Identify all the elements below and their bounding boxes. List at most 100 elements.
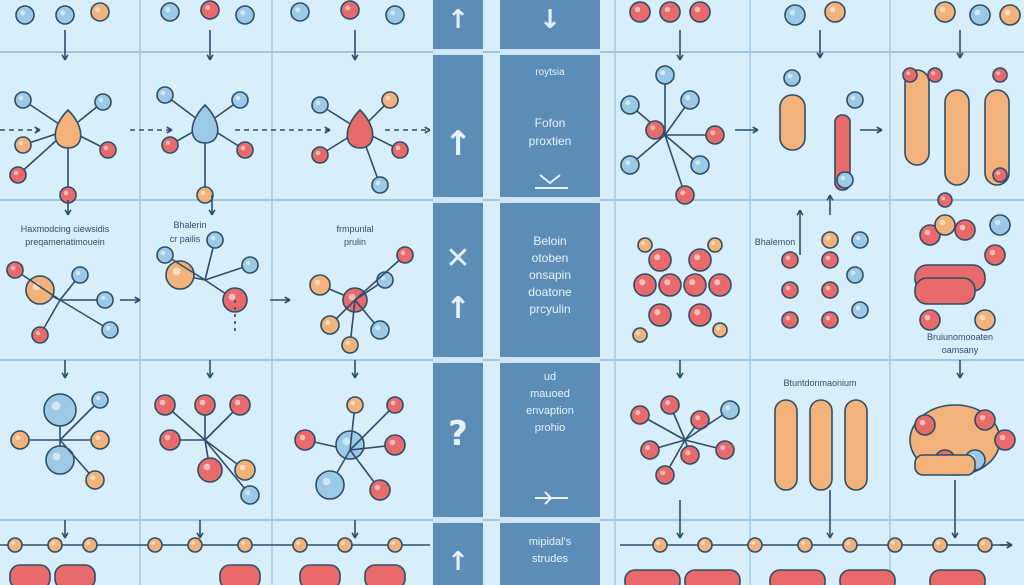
down-arrow-icon: ↓: [539, 5, 561, 35]
arrow-head: [206, 372, 214, 379]
node-highlight: [924, 314, 931, 321]
node-highlight: [685, 450, 691, 456]
node-highlight: [374, 484, 381, 491]
cluster-node: [154, 394, 176, 416]
node-highlight: [375, 325, 381, 331]
node-highlight: [245, 490, 251, 496]
node-highlight: [825, 235, 831, 241]
chain-node: [187, 537, 203, 553]
arrow-head: [424, 126, 431, 134]
up-arrow-icon: ↑: [447, 547, 469, 577]
node-highlight: [656, 541, 661, 546]
arrow-head: [826, 194, 834, 201]
node-highlight: [151, 541, 156, 546]
node-highlight: [105, 325, 111, 331]
node-highlight: [981, 541, 986, 546]
node-highlight: [665, 400, 671, 406]
bar-label-2c: onsapin: [529, 268, 571, 282]
cluster-node: [369, 479, 391, 501]
node-highlight: [979, 414, 986, 421]
cluster-node: [927, 67, 943, 83]
core-droplet: [54, 108, 82, 149]
up-arrow-icon: ↑: [444, 124, 473, 164]
node-highlight: [650, 125, 656, 131]
branch-node: [14, 91, 32, 109]
tall-pill: [774, 399, 798, 491]
arrow-head: [676, 54, 684, 61]
cluster-node: [919, 224, 941, 246]
cluster-node: [783, 69, 801, 87]
arrow-head: [676, 372, 684, 379]
branch-line: [59, 299, 111, 331]
node-highlight: [375, 180, 381, 186]
node-top: [55, 5, 75, 25]
right-row2-label-b: prulin: [344, 237, 366, 247]
arrow-head: [816, 52, 824, 59]
arrow-head: [61, 532, 69, 539]
node-highlight: [240, 10, 246, 16]
cluster-node: [984, 244, 1006, 266]
node-highlight: [787, 73, 793, 79]
node-highlight: [840, 175, 846, 181]
node-highlight: [32, 282, 41, 291]
strand-node: [821, 231, 839, 249]
grid-node: [658, 273, 682, 297]
node-highlight: [296, 541, 301, 546]
node-top: [999, 4, 1021, 26]
branch-node: [231, 91, 249, 109]
node-highlight: [160, 250, 166, 256]
node-highlight: [13, 170, 19, 176]
tall-pill: [944, 89, 970, 186]
node-highlight: [720, 445, 726, 451]
tall-pill: [844, 399, 868, 491]
chain-node: [697, 537, 713, 553]
cluster-node: [43, 393, 77, 427]
node-top: [934, 1, 956, 23]
question-icon: ?: [448, 414, 468, 454]
bar-separator: [433, 197, 483, 203]
core-droplet: [346, 108, 374, 149]
node-highlight: [391, 541, 396, 546]
node-highlight: [239, 464, 246, 471]
chain-node: [977, 537, 993, 553]
bar-label-3c: envaption: [526, 405, 574, 417]
cluster-node: [715, 440, 735, 460]
right-row2-label-a: frmpunlal: [336, 224, 373, 234]
node-highlight: [345, 5, 351, 11]
node-highlight: [314, 279, 321, 286]
cluster-node: [309, 274, 331, 296]
cluster-node: [396, 246, 414, 264]
chain-node: [747, 537, 763, 553]
node-highlight: [389, 439, 396, 446]
node-highlight: [228, 293, 236, 301]
cluster-node: [85, 470, 105, 490]
node-top: [290, 2, 310, 22]
cluster-node: [934, 214, 956, 236]
node-highlight: [103, 145, 109, 151]
arrow-head: [208, 209, 216, 216]
node-highlight: [400, 250, 406, 256]
cluster-node: [240, 485, 260, 505]
node-highlight: [689, 279, 696, 286]
bar-separator: [500, 49, 600, 55]
cluster-node: [90, 430, 110, 450]
node-highlight: [939, 219, 946, 226]
arrow-head: [206, 54, 214, 61]
chain-node: [797, 537, 813, 553]
node-top: [629, 1, 651, 23]
node-highlight: [385, 95, 391, 101]
cluster-node: [96, 291, 114, 309]
grid-node: [648, 303, 672, 327]
chain-node: [842, 537, 858, 553]
node-top: [824, 1, 846, 23]
arrow-head: [956, 52, 964, 59]
node-highlight: [891, 541, 896, 546]
node-highlight: [641, 241, 646, 246]
node-highlight: [664, 6, 671, 13]
node-top: [385, 5, 405, 25]
tall-pill: [904, 69, 930, 166]
node-highlight: [996, 71, 1001, 76]
arrow-head: [676, 532, 684, 539]
grid-node: [633, 273, 657, 297]
node-highlight: [240, 145, 246, 151]
